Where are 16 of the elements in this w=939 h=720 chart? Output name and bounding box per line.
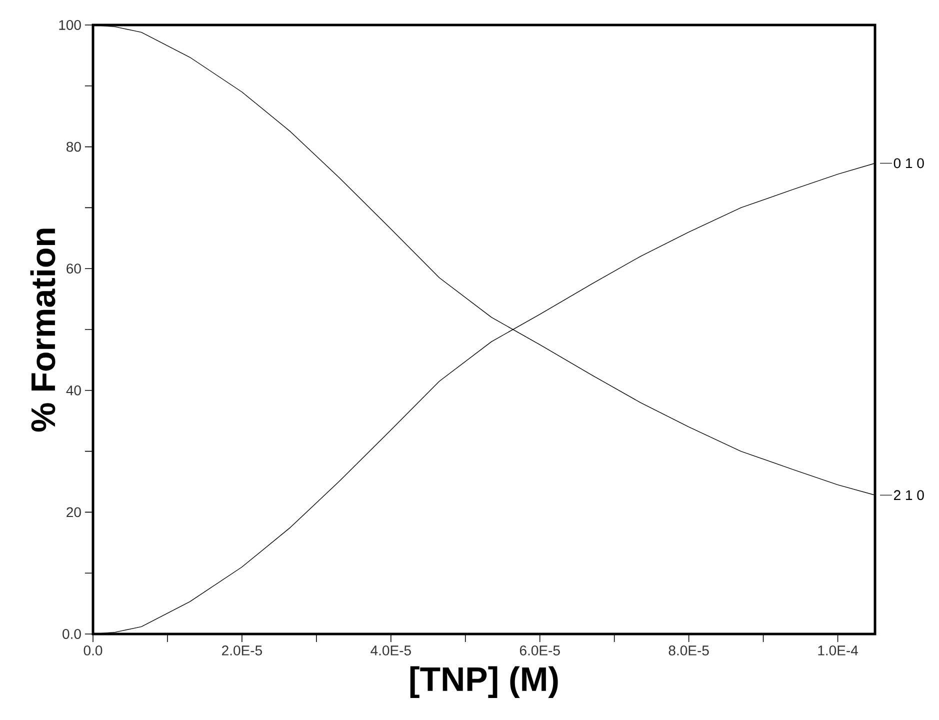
- y-axis-title: % Formation: [30, 228, 56, 432]
- y-tick-label: 20: [66, 507, 81, 518]
- legend-label: 0 1 0: [894, 158, 924, 168]
- y-tick-label: 80: [66, 142, 81, 152]
- x-tick-label: 1.0E-4: [818, 646, 858, 656]
- y-tick-label: 100: [59, 20, 81, 30]
- x-tick-label: 6.0E-5: [520, 646, 560, 656]
- x-axis-title: [TNP] (M): [410, 666, 558, 698]
- x-tick-label: 2.0E-5: [222, 646, 262, 656]
- y-tick-label: 40: [66, 385, 81, 396]
- x-tick-label: 4.0E-5: [370, 646, 411, 656]
- x-tick-label: 8.0E-5: [668, 646, 709, 656]
- y-tick-label: 60: [66, 264, 81, 274]
- x-tick-label: 0.0: [84, 646, 102, 656]
- y-tick-label: 0.0: [62, 629, 81, 639]
- legend-label: 2 1 0: [894, 490, 924, 500]
